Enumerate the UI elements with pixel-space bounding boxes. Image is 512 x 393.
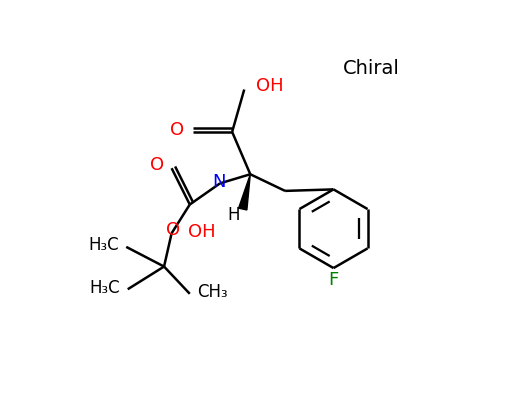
- Text: CH₃: CH₃: [197, 283, 228, 301]
- Text: O: O: [169, 121, 184, 140]
- Text: H₃C: H₃C: [90, 279, 120, 297]
- Text: OH: OH: [257, 77, 284, 95]
- Text: H₃C: H₃C: [88, 236, 119, 254]
- Text: O: O: [166, 221, 180, 239]
- Polygon shape: [239, 174, 250, 210]
- Text: F: F: [328, 271, 338, 289]
- Text: Chiral: Chiral: [343, 59, 400, 78]
- Text: O: O: [150, 156, 164, 174]
- Text: N: N: [212, 173, 225, 191]
- Text: OH: OH: [188, 223, 216, 241]
- Text: H: H: [227, 206, 240, 224]
